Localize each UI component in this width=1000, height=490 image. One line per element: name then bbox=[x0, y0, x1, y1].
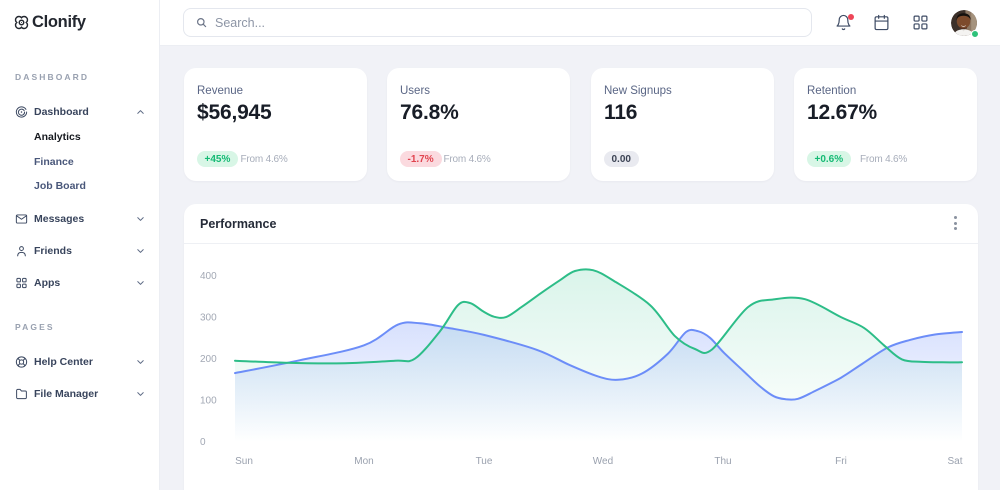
svg-text:Sun: Sun bbox=[235, 456, 253, 467]
svg-text:Wed: Wed bbox=[593, 456, 613, 467]
svg-text:100: 100 bbox=[200, 396, 217, 407]
svg-text:Fri: Fri bbox=[835, 456, 847, 467]
svg-text:0: 0 bbox=[200, 437, 206, 448]
svg-text:300: 300 bbox=[200, 313, 217, 324]
svg-text:400: 400 bbox=[200, 271, 217, 282]
svg-text:200: 200 bbox=[200, 354, 217, 365]
svg-text:Tue: Tue bbox=[476, 456, 493, 467]
svg-text:Mon: Mon bbox=[354, 456, 373, 467]
svg-text:Thu: Thu bbox=[714, 456, 731, 467]
svg-text:Sat: Sat bbox=[947, 456, 962, 467]
